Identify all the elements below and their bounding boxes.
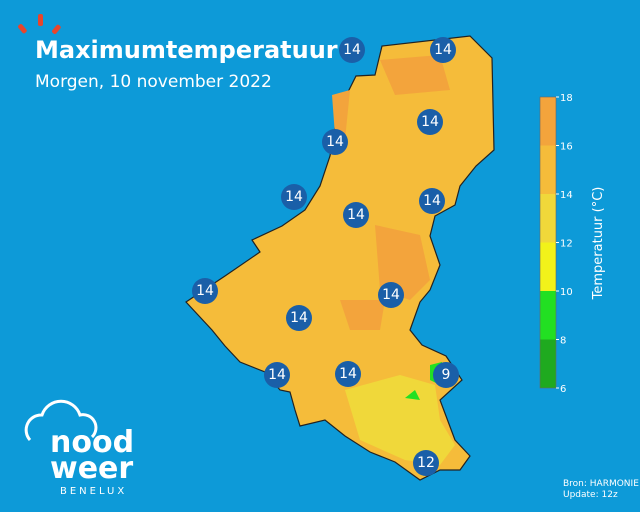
colorbar-band	[540, 97, 556, 146]
station-value: 14	[268, 367, 286, 383]
colorbar-band	[540, 194, 556, 243]
station-value: 14	[347, 207, 365, 223]
station-value: 14	[326, 134, 344, 150]
title: Maximumtemperatuur	[35, 36, 338, 64]
station-value: 14	[285, 189, 303, 205]
colorbar: 6 8 10 12 14 16 18	[539, 93, 573, 395]
station-marker	[378, 282, 404, 308]
logo-mark	[18, 14, 61, 34]
warm-region	[332, 55, 450, 330]
colorbar-band	[540, 291, 556, 340]
logo-line2: weer	[50, 451, 133, 486]
colorbar-tick-label: 18	[560, 93, 573, 104]
station-marker	[433, 362, 459, 388]
colorbar-tick-label: 16	[560, 142, 573, 153]
station-value: 14	[290, 310, 308, 326]
station-marker	[413, 450, 439, 476]
station-value: 14	[382, 287, 400, 303]
source-line1: Bron: HARMONIE	[563, 479, 639, 489]
station-marker	[419, 188, 445, 214]
logo: nood weer BENELUX	[24, 399, 134, 497]
colorbar-tick-label: 14	[560, 190, 573, 201]
station-value: 12	[417, 455, 435, 471]
station-marker	[417, 109, 443, 135]
colorbar-band	[540, 145, 556, 194]
station-marker	[430, 37, 456, 63]
station-value: 14	[343, 42, 361, 58]
source-line2: Update: 12z	[563, 490, 618, 500]
subtitle: Morgen, 10 november 2022	[35, 72, 272, 92]
logo-line3: BENELUX	[60, 486, 127, 497]
colorbar-band	[540, 242, 556, 291]
station-value: 14	[196, 283, 214, 299]
cold-region	[405, 362, 442, 400]
land	[185, 35, 495, 481]
station-value: 14	[434, 42, 452, 58]
colorbar-tick-label: 6	[560, 384, 566, 395]
colorbar-label: Temperatuur (°C)	[591, 187, 606, 301]
station-value: 9	[442, 367, 451, 383]
station-marker	[322, 129, 348, 155]
colorbar-tick-label: 10	[560, 287, 573, 298]
colorbar-band	[540, 339, 556, 388]
station-marker	[281, 184, 307, 210]
station-marker	[264, 362, 290, 388]
colorbar-tick-label: 8	[560, 336, 566, 347]
station-value: 14	[339, 366, 357, 382]
colorbar-tick-label: 12	[560, 239, 573, 250]
stations: 14 14 14 14 14 14 14 14 14 14 14 14 9 12	[192, 37, 459, 476]
logo-line1: nood	[50, 425, 134, 460]
station-marker	[343, 202, 369, 228]
station-marker	[335, 361, 361, 387]
station-marker	[286, 305, 312, 331]
cool-region	[345, 375, 455, 465]
station-marker	[192, 278, 218, 304]
station-marker	[339, 37, 365, 63]
station-value: 14	[423, 193, 441, 209]
station-value: 14	[421, 114, 439, 130]
